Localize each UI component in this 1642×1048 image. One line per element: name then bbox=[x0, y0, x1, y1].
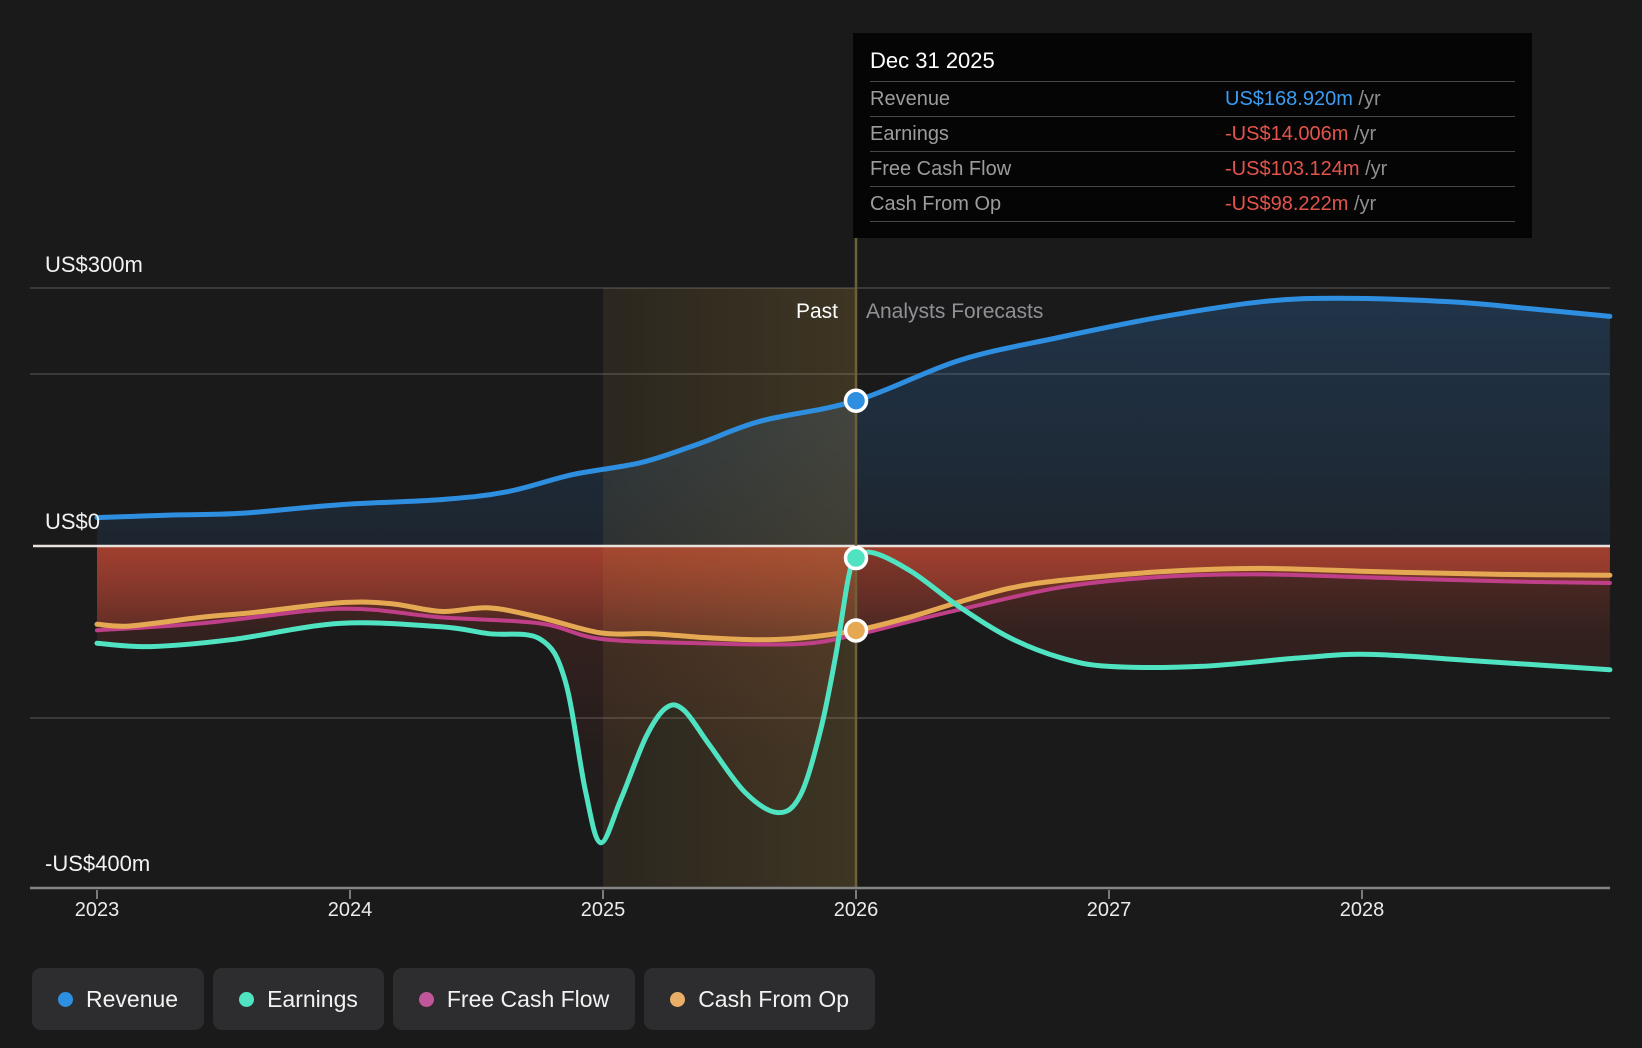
past-label: Past bbox=[795, 300, 838, 323]
legend-dot-icon bbox=[58, 991, 73, 1007]
x-axis bbox=[30, 886, 1610, 899]
x-axis-label-2025: 2025 bbox=[580, 899, 626, 921]
x-axis-label-2026: 2026 bbox=[833, 899, 879, 921]
tooltip-row-cash-from-op: Cash From Op -US$98.222m /yr bbox=[870, 186, 1515, 222]
marker-cash-from-op[interactable] bbox=[843, 618, 869, 643]
tooltip-row-revenue: Revenue US$168.920m /yr bbox=[870, 81, 1515, 116]
tooltip-row-label: Free Cash Flow bbox=[870, 158, 1012, 180]
tooltip-date-title: Dec 31 2025 bbox=[870, 48, 995, 73]
y-axis-label-300m: US$300m bbox=[45, 252, 143, 277]
chart-legend: Revenue Earnings Free Cash Flow Cash From O… bbox=[32, 968, 876, 1030]
legend-dot-icon bbox=[418, 991, 434, 1007]
legend-item-label: Cash From Op bbox=[698, 985, 850, 1012]
analysts-forecasts-label: Analysts Forecasts bbox=[866, 300, 1044, 323]
data-tooltip: Dec 31 2025 Revenue US$168.920m /yr Earnin… bbox=[853, 33, 1532, 238]
tooltip-row-value: -US$14.006m /yr bbox=[1225, 123, 1377, 145]
tooltip-row-value: -US$103.124m /yr bbox=[1225, 158, 1388, 180]
tooltip-row-free-cash-flow: Free Cash Flow -US$103.124m /yr bbox=[870, 151, 1515, 186]
tooltip-row-label: Cash From Op bbox=[870, 193, 1002, 215]
past-year-highlight-band bbox=[603, 288, 856, 888]
legend-item-earnings[interactable]: Earnings bbox=[213, 968, 384, 1030]
y-axis-label-0: US$0 bbox=[45, 509, 101, 534]
marker-revenue[interactable] bbox=[843, 388, 869, 413]
legend-dot-icon bbox=[670, 991, 686, 1007]
x-axis-label-2024: 2024 bbox=[327, 899, 373, 921]
x-axis-label-2027: 2027 bbox=[1086, 899, 1132, 921]
y-axis-label-neg400m: -US$400m bbox=[45, 851, 151, 876]
series-markers[interactable] bbox=[843, 388, 869, 643]
tooltip-row-value: -US$98.222m /yr bbox=[1225, 193, 1377, 215]
legend-item-cash-from-op[interactable]: Cash From Op bbox=[644, 968, 876, 1030]
legend-item-free-cash-flow[interactable]: Free Cash Flow bbox=[392, 968, 636, 1030]
legend-dot-icon bbox=[239, 991, 255, 1007]
marker-earnings[interactable] bbox=[843, 545, 869, 571]
x-axis-label-2023: 2023 bbox=[74, 899, 120, 921]
tooltip-row-label: Earnings bbox=[870, 123, 949, 145]
legend-item-label: Revenue bbox=[86, 985, 179, 1012]
tooltip-row-value: US$168.920m /yr bbox=[1225, 88, 1381, 110]
tooltip-row-earnings: Earnings -US$14.006m /yr bbox=[870, 116, 1515, 151]
x-axis-label-2028: 2028 bbox=[1339, 899, 1385, 921]
legend-item-label: Earnings bbox=[267, 985, 358, 1012]
legend-item-label: Free Cash Flow bbox=[446, 985, 610, 1012]
legend-item-revenue[interactable]: Revenue bbox=[32, 968, 205, 1030]
tooltip-row-label: Revenue bbox=[870, 88, 951, 110]
